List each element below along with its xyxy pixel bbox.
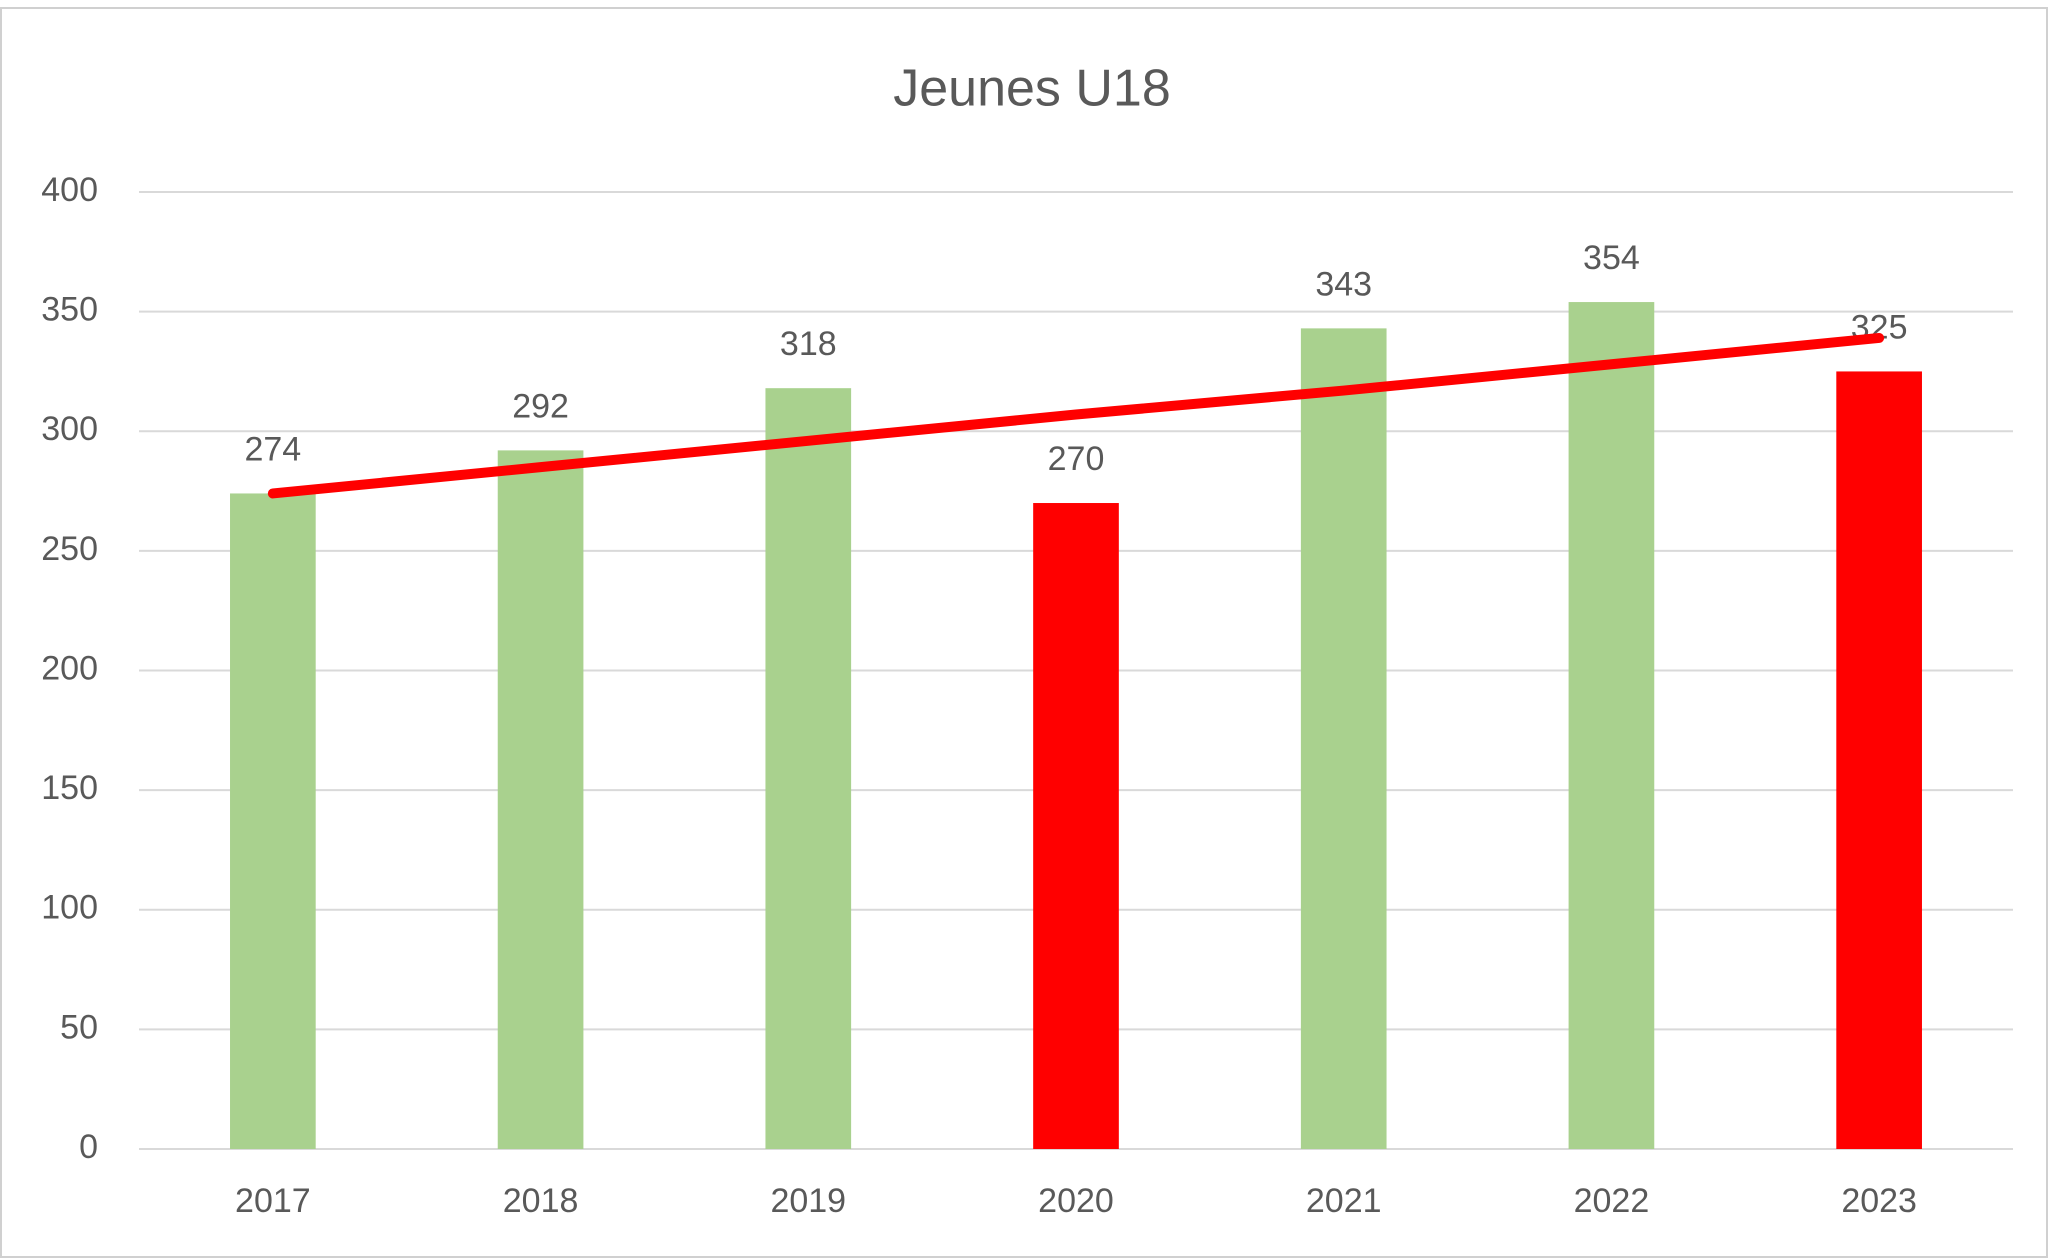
y-tick-label: 350 — [41, 291, 98, 329]
x-tick-label: 2019 — [770, 1182, 846, 1220]
bar — [497, 450, 584, 1149]
bar — [1568, 302, 1655, 1149]
y-tick-label: 200 — [41, 649, 98, 687]
data-label: 270 — [1048, 440, 1105, 478]
data-label: 274 — [244, 430, 301, 468]
x-tick-label: 2018 — [503, 1182, 579, 1220]
y-tick-label: 150 — [41, 769, 98, 807]
data-label: 318 — [780, 325, 837, 363]
chart-title: Jeunes U18 — [893, 60, 1171, 118]
x-tick-label: 2022 — [1574, 1182, 1650, 1220]
y-tick-label: 50 — [60, 1008, 98, 1046]
y-tick-label: 400 — [41, 171, 98, 209]
x-tick-label: 2017 — [235, 1182, 311, 1220]
x-tick-label: 2021 — [1306, 1182, 1382, 1220]
x-tick-label: 2023 — [1841, 1182, 1917, 1220]
y-tick-label: 100 — [41, 889, 98, 927]
chart-frame — [0, 7, 2048, 1258]
data-label: 354 — [1583, 239, 1640, 277]
trend-line — [267, 332, 1885, 499]
y-tick-label: 300 — [41, 410, 98, 448]
y-tick-label: 0 — [79, 1128, 98, 1166]
x-tick-label: 2020 — [1038, 1182, 1114, 1220]
bar — [230, 493, 316, 1150]
bar — [1300, 328, 1387, 1149]
data-label: 292 — [512, 387, 569, 425]
bar — [1033, 503, 1119, 1149]
y-tick-label: 250 — [41, 530, 98, 568]
bar — [1836, 371, 1922, 1149]
bar — [765, 388, 852, 1149]
data-label: 343 — [1315, 265, 1372, 303]
